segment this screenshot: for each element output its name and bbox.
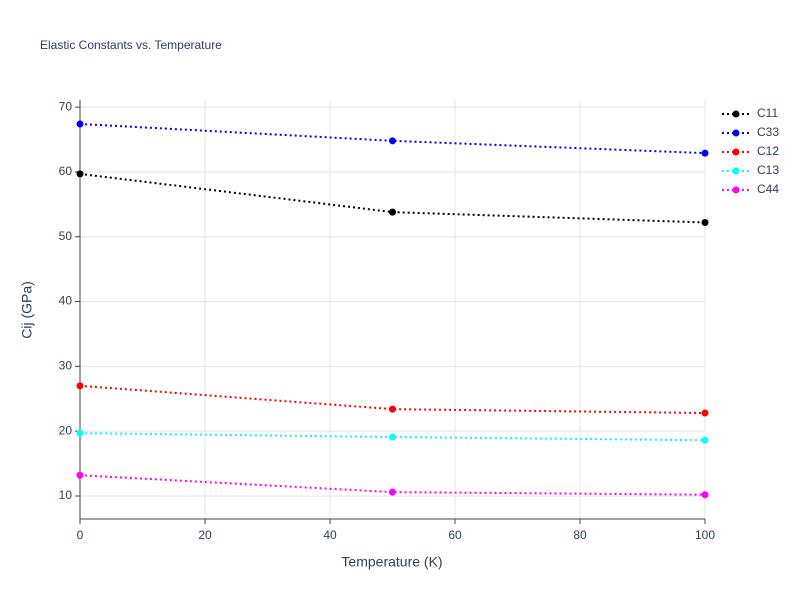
data-point: [76, 382, 84, 390]
y-tick-label: 10: [59, 488, 73, 502]
data-point: [76, 120, 84, 128]
series-line: [79, 474, 706, 496]
legend-marker: [732, 186, 740, 194]
legend-item[interactable]: C44: [722, 182, 779, 196]
x-axis-title: Temperature (K): [341, 554, 442, 570]
legend-item[interactable]: C11: [722, 106, 778, 120]
data-point: [76, 471, 84, 479]
legend-marker: [732, 129, 740, 137]
y-tick-label: 40: [59, 294, 73, 308]
data-point: [701, 436, 709, 444]
data-point: [389, 137, 396, 145]
data-point: [701, 149, 709, 157]
legend-label: C13: [757, 163, 779, 177]
legend-marker: [732, 110, 740, 118]
y-tick-label: 20: [59, 423, 73, 437]
data-point: [389, 405, 396, 413]
data-point: [76, 170, 84, 178]
x-tick-label: 20: [198, 528, 212, 542]
y-tick-label: 30: [59, 359, 73, 373]
legend-label: C44: [757, 182, 779, 196]
data-point: [389, 488, 396, 496]
y-tick-label: 60: [59, 164, 73, 178]
legend-marker: [732, 148, 740, 156]
legend-label: C33: [757, 125, 779, 139]
y-tick-label: 70: [59, 99, 73, 113]
series-line: [79, 122, 706, 155]
data-point: [701, 218, 709, 226]
y-tick-label: 50: [59, 229, 73, 243]
legend-label: C12: [757, 144, 779, 158]
data-point: [389, 433, 396, 441]
data-point: [701, 491, 709, 499]
legend-item[interactable]: C13: [722, 163, 779, 177]
x-tick-label: 0: [77, 528, 84, 542]
series-line: [79, 432, 706, 442]
x-tick-label: 60: [448, 528, 462, 542]
data-point: [389, 208, 396, 216]
legend-label: C11: [757, 106, 778, 120]
x-tick-label: 40: [323, 528, 337, 542]
legend-item[interactable]: C12: [722, 144, 779, 158]
y-axis-title: Cij (GPa): [19, 281, 35, 339]
data-point: [76, 429, 84, 437]
x-tick-label: 80: [573, 528, 587, 542]
chart-title: Elastic Constants vs. Temperature: [40, 38, 222, 52]
legend-item[interactable]: C33: [722, 125, 779, 139]
data-point: [701, 409, 709, 417]
x-tick-label: 100: [695, 528, 715, 542]
series-line: [79, 384, 706, 415]
legend-marker: [732, 167, 740, 175]
